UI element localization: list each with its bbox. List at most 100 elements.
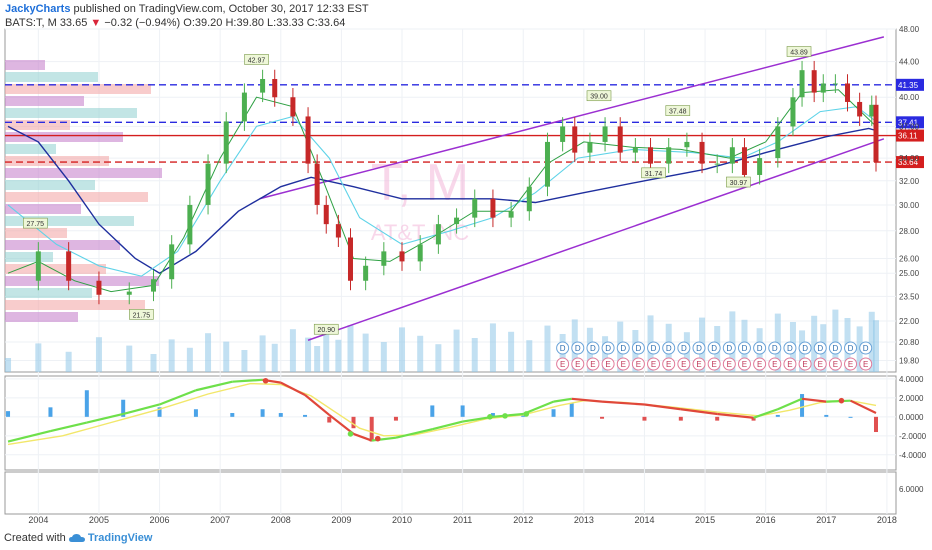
candle-body [454, 217, 460, 225]
volume-profile-bar [5, 288, 92, 298]
candle-body [187, 204, 193, 245]
price-annotation-label: 20.90 [317, 327, 335, 334]
earnings-marker [677, 357, 691, 371]
tradingview-logo[interactable]: TradingView [68, 532, 152, 544]
dividend-marker-label: D [696, 344, 702, 353]
volume-profile-bar [5, 108, 137, 118]
macd-cross-marker [487, 414, 493, 420]
earnings-marker-label: E [727, 360, 732, 369]
macd-histogram-bar [800, 394, 805, 417]
candle-body [399, 251, 405, 262]
earnings-marker [737, 357, 751, 371]
candle-body [544, 141, 550, 187]
macd-histogram-bar [600, 416, 605, 419]
earnings-marker [692, 357, 706, 371]
volume-bar [729, 311, 736, 372]
candle-body [66, 251, 72, 281]
x-tick-label: 2016 [756, 515, 776, 525]
volume-bar [168, 339, 175, 372]
x-tick-label: 2017 [816, 515, 836, 525]
volume-bar [259, 335, 266, 372]
dividend-marker [662, 341, 676, 355]
candle-body [869, 104, 875, 117]
dividend-marker-label: D [802, 344, 808, 353]
macd-tick-label: 2.0000 [899, 394, 924, 403]
macd-cross-marker [347, 431, 354, 437]
macd-line-segment [571, 397, 603, 403]
price-tick-label: 30.00 [899, 201, 920, 210]
candle-body [363, 265, 369, 281]
price-tick-label: 25.00 [899, 269, 920, 278]
price-annotation-box [129, 309, 154, 320]
candle-body [223, 121, 229, 164]
dividend-marker [722, 341, 736, 355]
volume-bar [323, 331, 330, 372]
x-tick-label: 2009 [331, 515, 351, 525]
macd-line-segment [195, 380, 233, 392]
last-price: 33.65 [59, 17, 88, 29]
trend-channel-line [259, 36, 885, 200]
volume-profile-bar [5, 84, 151, 94]
volume-bar [435, 344, 442, 372]
candle-body [560, 126, 566, 142]
price-annotation-label: 21.75 [133, 312, 151, 319]
earnings-marker-label: E [833, 360, 838, 369]
earnings-marker [783, 357, 797, 371]
symbol-label: BATS:T, M [5, 17, 57, 29]
earnings-marker-label: E [696, 360, 701, 369]
earnings-marker-label: E [681, 360, 686, 369]
dividend-marker [737, 341, 751, 355]
earnings-marker-label: E [651, 360, 656, 369]
x-tick-label: 2004 [28, 515, 48, 525]
candle-body [151, 279, 156, 292]
candle-body [272, 78, 278, 98]
earnings-marker [707, 357, 721, 371]
volume-profile-bar [5, 264, 106, 274]
price-tick-label: 44.00 [899, 58, 920, 67]
dividend-marker-label: D [605, 344, 611, 353]
macd-line-segment [232, 378, 263, 383]
price-annotation-box [313, 323, 339, 335]
earnings-marker-label: E [560, 360, 565, 369]
macd-line-segment [432, 420, 463, 431]
volume-profile-bar [5, 192, 148, 202]
candle-body [241, 92, 247, 122]
candle-body [648, 147, 654, 164]
earnings-marker [753, 357, 767, 371]
macd-line-segment [304, 394, 330, 416]
level-price-label: 41.35 [898, 81, 919, 90]
macd-pane [4, 375, 897, 471]
volume-profile-bar [5, 60, 45, 70]
candle-body [741, 147, 747, 175]
author-name[interactable]: JackyCharts [5, 3, 71, 15]
macd-histogram-bar [430, 405, 435, 417]
earnings-marker [813, 357, 827, 371]
dividend-marker [783, 341, 797, 355]
price-tick-label: 32.00 [899, 177, 920, 186]
dividend-marker [677, 341, 691, 355]
volume-bar [471, 338, 478, 372]
x-tick-label: 2011 [453, 515, 472, 525]
volume-bar [35, 343, 42, 372]
dividend-marker-label: D [560, 344, 566, 353]
volume-bar [305, 337, 312, 372]
dividend-marker [647, 341, 661, 355]
volume-profile-bar [5, 276, 159, 286]
candle-body [314, 163, 320, 205]
macd-cross-marker [838, 397, 845, 404]
candle-body [335, 224, 341, 238]
dividend-marker-label: D [742, 344, 748, 353]
price-annotation-label: 37.48 [669, 109, 687, 116]
candle-body [714, 163, 720, 165]
candle-body [632, 147, 638, 153]
volume-bar [271, 343, 278, 372]
macd-histogram-bar [460, 405, 465, 417]
dividend-marker [556, 341, 570, 355]
earnings-marker-label: E [787, 360, 792, 369]
earnings-marker-label: E [757, 360, 762, 369]
volume-bar [453, 329, 460, 372]
volume-profile-bar [5, 180, 95, 190]
dividend-marker-label: D [832, 344, 838, 353]
dividend-marker-label: D [590, 344, 596, 353]
